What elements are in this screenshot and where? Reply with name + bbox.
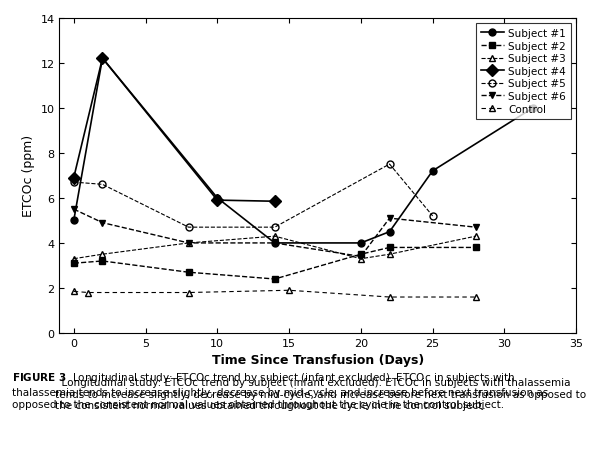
Subject #3 xyxy=(357,257,364,262)
Control xyxy=(472,294,479,300)
Subject #4 xyxy=(99,56,106,62)
Subject #1 xyxy=(271,241,278,246)
Subject #5 xyxy=(70,180,77,186)
Subject #2 xyxy=(99,259,106,264)
X-axis label: Time Since Transfusion (Days): Time Since Transfusion (Days) xyxy=(211,354,424,367)
Subject #1 xyxy=(214,196,221,201)
Legend: Subject #1, Subject #2, Subject #3, Subject #4, Subject #5, Subject #6, Control: Subject #1, Subject #2, Subject #3, Subj… xyxy=(476,24,571,119)
Subject #6 xyxy=(99,220,106,226)
Subject #5 xyxy=(99,182,106,188)
Subject #3 xyxy=(386,252,393,257)
Subject #5 xyxy=(429,213,436,219)
Subject #2 xyxy=(357,252,364,257)
Line: Subject #3: Subject #3 xyxy=(70,233,479,263)
Subject #1 xyxy=(530,106,537,111)
Subject #5 xyxy=(185,225,192,231)
Subject #2 xyxy=(185,270,192,275)
Subject #4 xyxy=(271,199,278,205)
Subject #5 xyxy=(386,162,393,168)
Subject #3 xyxy=(99,252,106,257)
Control xyxy=(185,290,192,296)
Line: Subject #1: Subject #1 xyxy=(70,56,536,247)
Subject #4 xyxy=(214,198,221,203)
Subject #1 xyxy=(357,241,364,246)
Subject #3 xyxy=(472,234,479,239)
Line: Subject #5: Subject #5 xyxy=(70,161,436,231)
Subject #1 xyxy=(429,169,436,174)
Subject #3 xyxy=(70,257,77,262)
Subject #2 xyxy=(472,245,479,250)
Line: Control: Control xyxy=(70,287,479,301)
Subject #6 xyxy=(271,241,278,246)
Subject #6 xyxy=(185,241,192,246)
Subject #6 xyxy=(70,207,77,213)
Subject #2 xyxy=(386,245,393,250)
Control xyxy=(386,294,393,300)
Subject #2 xyxy=(70,261,77,266)
Subject #3 xyxy=(271,234,278,239)
Subject #6 xyxy=(357,254,364,260)
Control xyxy=(84,290,91,296)
Subject #6 xyxy=(386,216,393,221)
Subject #4 xyxy=(70,175,77,181)
Subject #1 xyxy=(386,229,393,235)
Text: $\bf{FIGURE\ 3}$  Longitudinal study: ETCOc trend by subject (infant excluded). : $\bf{FIGURE\ 3}$ Longitudinal study: ETC… xyxy=(12,370,548,409)
Subject #1 xyxy=(99,56,106,62)
Line: Subject #6: Subject #6 xyxy=(70,206,479,260)
Subject #3 xyxy=(185,241,192,246)
Text: Longitudinal study: ETCOc trend by subject (infant excluded). ETCOc in subjects : Longitudinal study: ETCOc trend by subje… xyxy=(55,377,586,411)
Control xyxy=(70,289,77,294)
Y-axis label: ETCOc (ppm): ETCOc (ppm) xyxy=(22,135,35,217)
Subject #1 xyxy=(70,218,77,224)
Subject #6 xyxy=(472,225,479,231)
Control xyxy=(286,288,293,294)
Subject #2 xyxy=(271,276,278,282)
Line: Subject #4: Subject #4 xyxy=(69,55,279,206)
Subject #5 xyxy=(271,225,278,231)
Line: Subject #2: Subject #2 xyxy=(70,244,479,283)
